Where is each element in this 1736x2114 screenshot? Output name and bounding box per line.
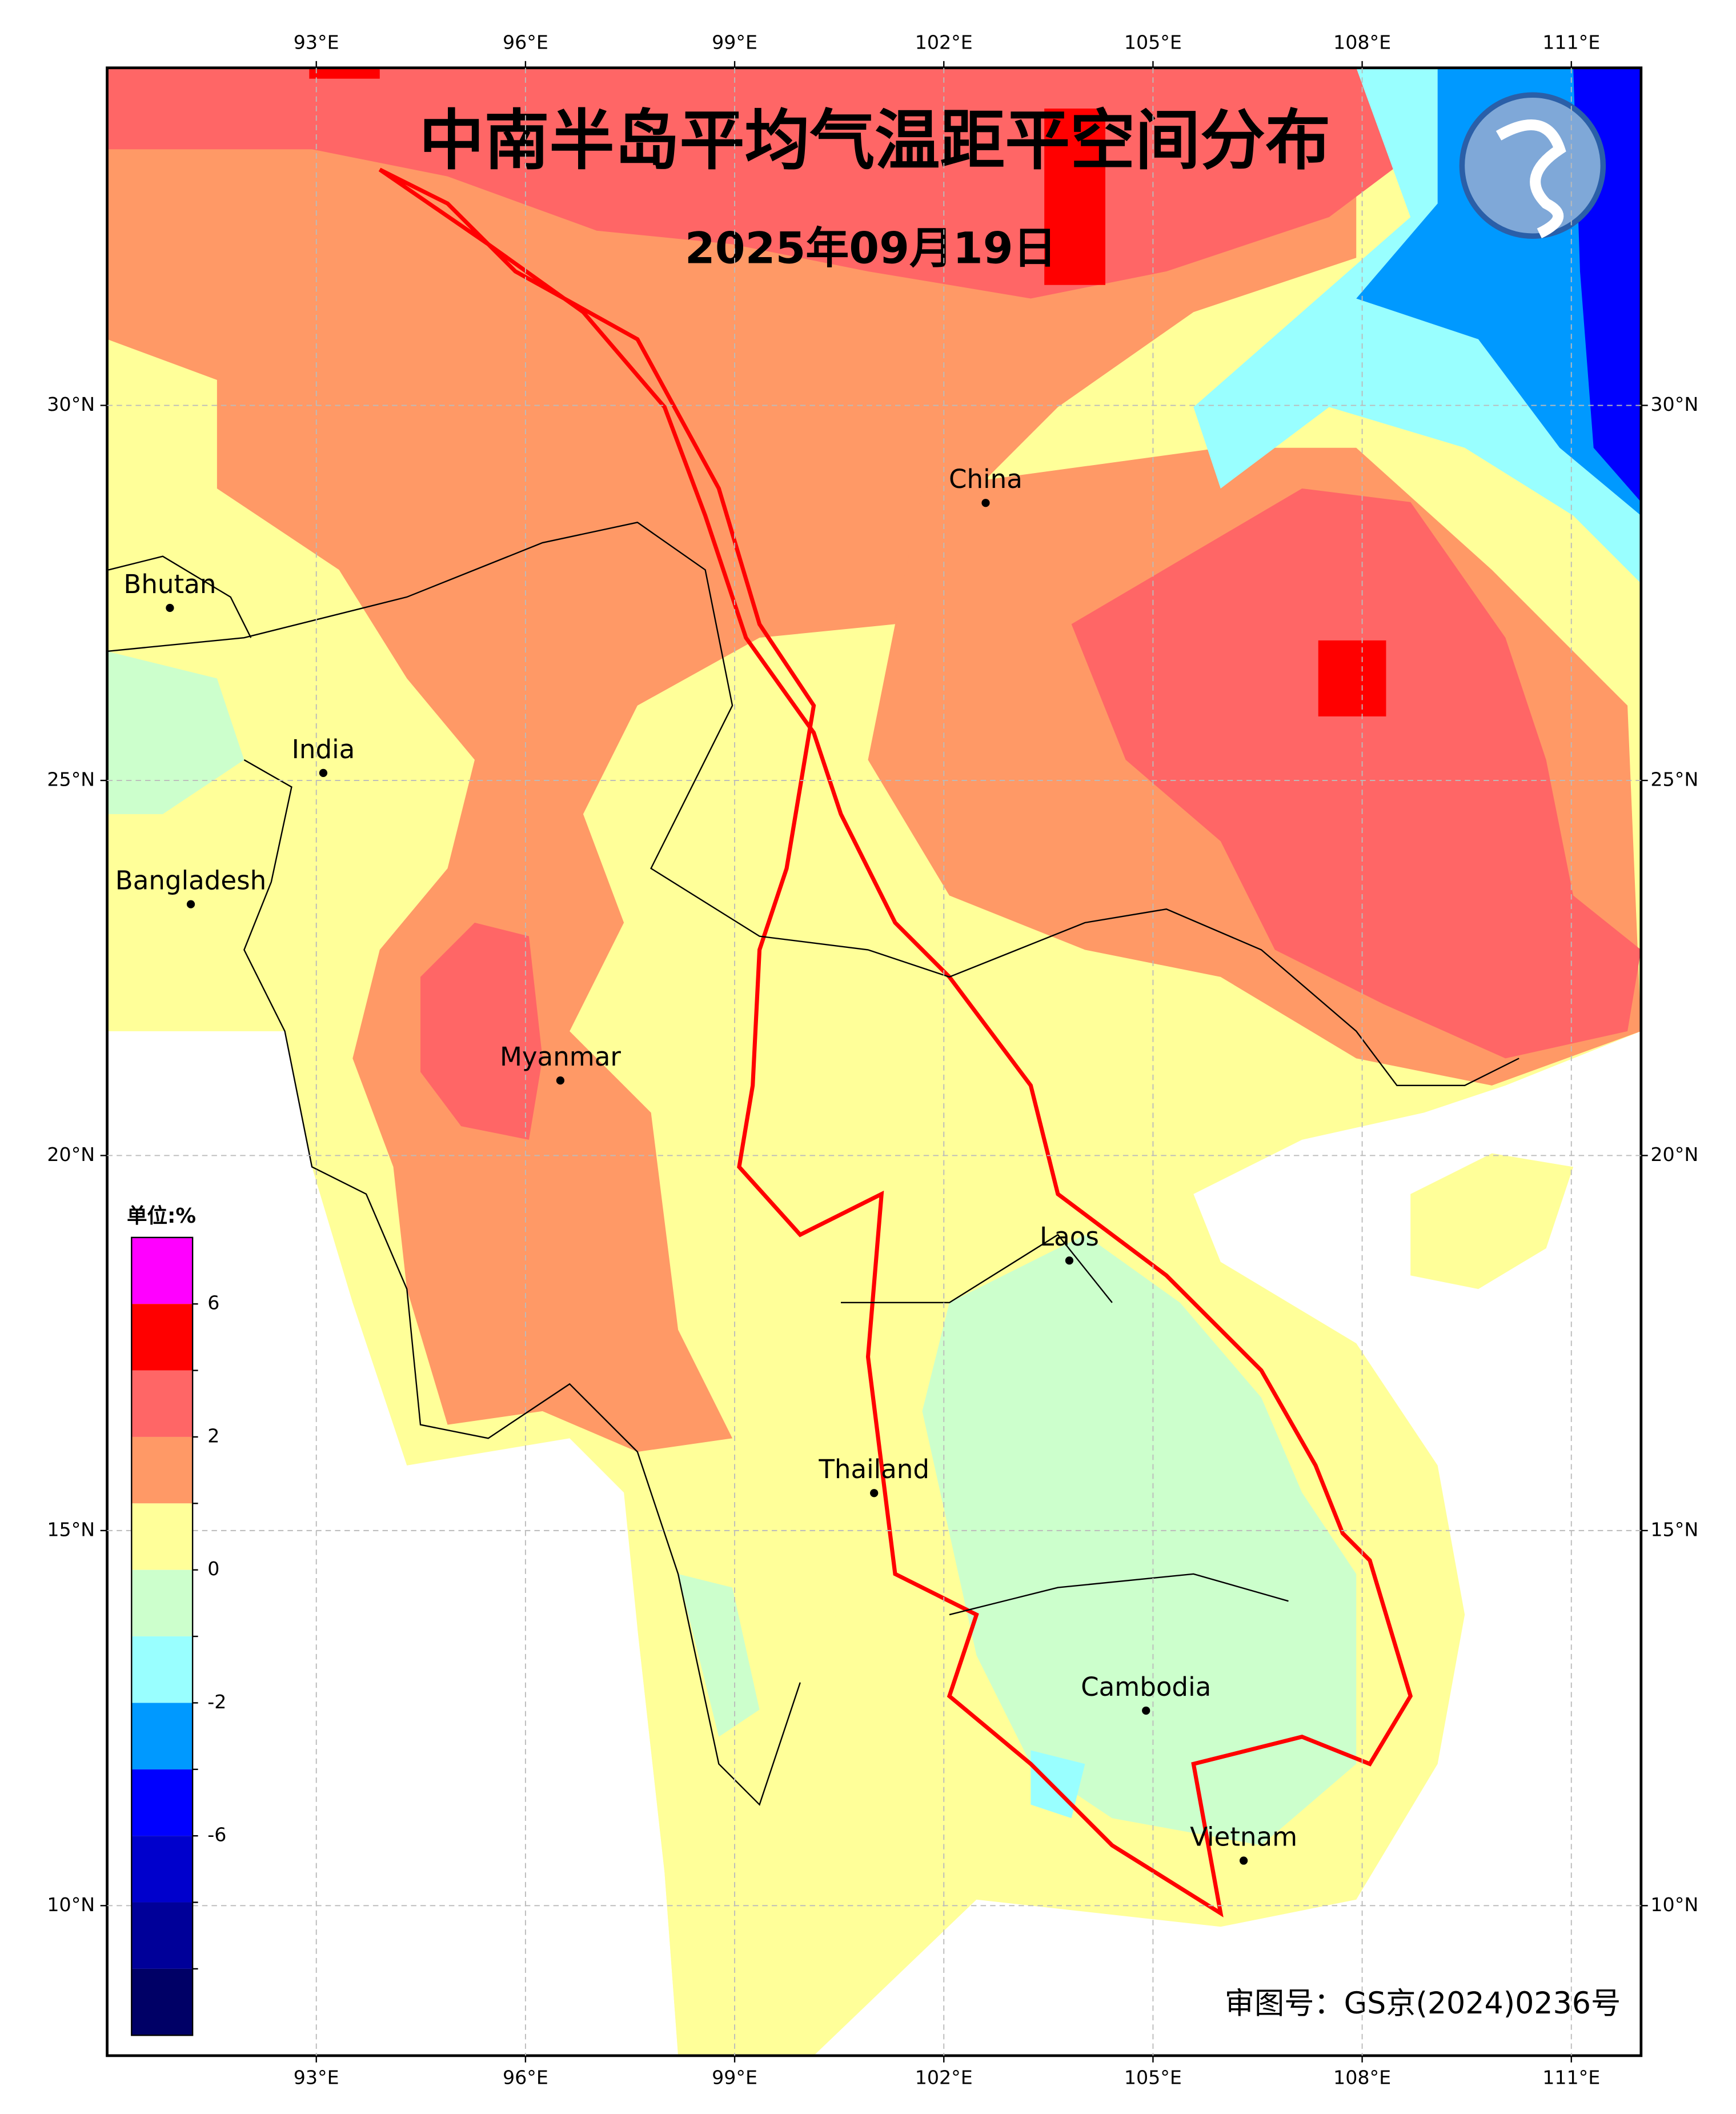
city-marker [981,499,990,507]
city-label: Bhutan [123,569,216,599]
colorbar-label: -2 [207,1691,226,1713]
x-tick-label: 108°E [1333,31,1391,53]
city-marker [1239,1856,1248,1865]
colorbar-label: 6 [207,1292,219,1314]
colorbar-segment [131,1436,193,1504]
city-marker [1065,1256,1074,1265]
y-tick-label: 10°N [47,1893,95,1916]
city-label: Myanmar [500,1042,621,1072]
city-marker [870,1489,879,1498]
x-tick-label: 96°E [503,31,548,53]
x-tick-label: 99°E [712,31,757,53]
y-tick-label: 30°N [1650,393,1698,415]
city-marker [1142,1706,1150,1715]
colorbar-segment [131,1902,193,1969]
y-tick-label: 20°N [47,1143,95,1166]
colorbar-label: 2 [207,1424,219,1447]
city-label: Laos [1040,1222,1099,1252]
map-subtitle: 2025年09月19日 [685,222,1057,273]
city-label: Bangladesh [115,866,266,896]
approval-number: 审图号：GS京(2024)0236号 [1225,1987,1621,2021]
colorbar-label: -6 [207,1824,226,1846]
y-tick-label: 25°N [1650,768,1698,790]
map-frame [106,66,1643,2057]
city-label: India [292,734,355,764]
city-label: Thailand [818,1454,929,1484]
country-borders [107,522,1519,1806]
colorbar-segment [131,1636,193,1703]
colorbar-segment [131,1370,193,1437]
city-marker [556,1076,565,1085]
logo [1459,92,1606,239]
city-label: Vietnam [1190,1822,1297,1852]
x-tick-label: 93°E [294,31,339,53]
map-title: 中南半岛平均气温距平空间分布 [419,102,1330,178]
city-marker [319,768,328,777]
colorbar-segment [131,1503,193,1570]
x-tick-label: 102°E [915,2067,973,2089]
city-label: China [949,464,1023,494]
x-tick-label: 108°E [1333,2067,1391,2089]
city-marker [166,603,174,612]
colorbar-segment [131,1836,193,1903]
y-tick-label: 25°N [47,768,95,790]
anomaly-field [107,67,1641,2056]
x-tick-label: 93°E [294,2067,339,2089]
x-tick-label: 102°E [915,31,973,53]
colorbar-segment [131,1968,193,2036]
x-tick-label: 99°E [712,2067,757,2089]
y-tick-label: 15°N [47,1518,95,1540]
x-tick-label: 96°E [503,2067,548,2089]
basin-border [378,167,1413,1917]
y-tick-label: 15°N [1650,1518,1698,1540]
colorbar-label: 0 [207,1558,219,1580]
colorbar-segment [131,1570,193,1637]
colorbar-segment [131,1304,193,1371]
y-tick-label: 10°N [1650,1893,1698,1916]
colorbar-segment [131,1769,193,1836]
x-tick-label: 105°E [1124,31,1182,53]
colorbar-title: 单位:% [127,1204,196,1228]
colorbar-segment [131,1703,193,1769]
y-tick-label: 20°N [1650,1143,1698,1166]
y-tick-label: 30°N [47,393,95,415]
city-marker [186,900,195,908]
x-tick-label: 111°E [1542,31,1600,53]
city-label: Cambodia [1081,1672,1211,1702]
x-tick-label: 111°E [1542,2067,1600,2089]
colorbar-segment [131,1237,193,1304]
x-tick-label: 105°E [1124,2067,1182,2089]
